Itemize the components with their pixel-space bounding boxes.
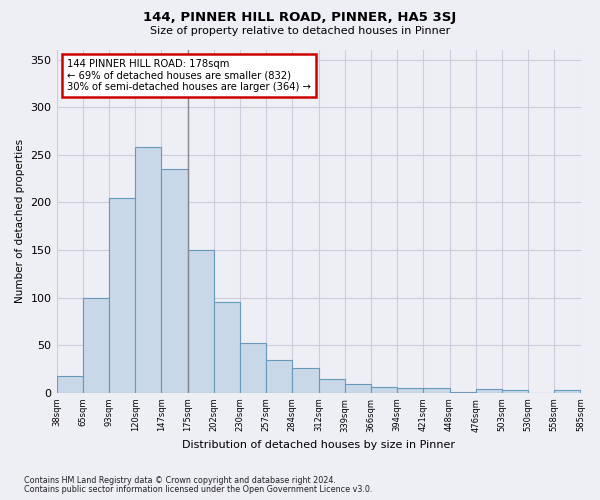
Bar (214, 302, 240, 393)
Text: Contains HM Land Registry data © Crown copyright and database right 2024.: Contains HM Land Registry data © Crown c… (24, 476, 336, 485)
Bar (554, 390, 580, 393)
Bar (240, 344, 266, 393)
Y-axis label: Number of detached properties: Number of detached properties (15, 140, 25, 304)
Bar (109, 198, 135, 393)
Bar (266, 360, 292, 393)
Bar (449, 392, 476, 393)
Text: 144, PINNER HILL ROAD, PINNER, HA5 3SJ: 144, PINNER HILL ROAD, PINNER, HA5 3SJ (143, 11, 457, 24)
Text: Size of property relative to detached houses in Pinner: Size of property relative to detached ho… (150, 26, 450, 36)
Bar (397, 388, 424, 393)
Bar (319, 378, 345, 393)
Bar (424, 388, 449, 393)
Text: Contains public sector information licensed under the Open Government Licence v3: Contains public sector information licen… (24, 485, 373, 494)
Bar (56, 376, 83, 393)
Bar (161, 169, 188, 393)
Bar (135, 147, 161, 393)
Bar (83, 298, 109, 393)
Text: 144 PINNER HILL ROAD: 178sqm
← 69% of detached houses are smaller (832)
30% of s: 144 PINNER HILL ROAD: 178sqm ← 69% of de… (67, 58, 311, 92)
Bar (345, 384, 371, 393)
Bar (188, 250, 214, 393)
X-axis label: Distribution of detached houses by size in Pinner: Distribution of detached houses by size … (182, 440, 455, 450)
Bar (371, 387, 397, 393)
Bar (502, 390, 528, 393)
Bar (292, 368, 319, 393)
Bar (476, 389, 502, 393)
